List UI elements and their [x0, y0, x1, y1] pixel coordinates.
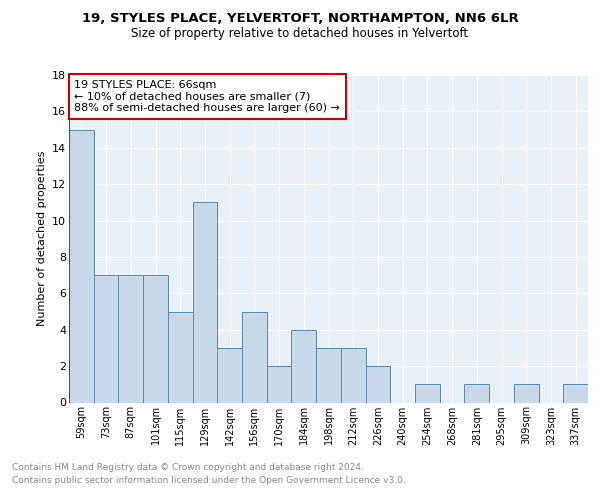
Bar — [292, 330, 316, 402]
Bar — [168, 312, 193, 402]
Bar — [267, 366, 292, 403]
Text: 19, STYLES PLACE, YELVERTOFT, NORTHAMPTON, NN6 6LR: 19, STYLES PLACE, YELVERTOFT, NORTHAMPTO… — [82, 12, 518, 26]
Bar — [316, 348, 341, 403]
Bar — [94, 275, 118, 402]
Bar — [415, 384, 440, 402]
Text: Contains public sector information licensed under the Open Government Licence v3: Contains public sector information licen… — [12, 476, 406, 485]
Bar — [365, 366, 390, 403]
Text: Size of property relative to detached houses in Yelvertoft: Size of property relative to detached ho… — [131, 28, 469, 40]
Bar — [217, 348, 242, 403]
Bar — [514, 384, 539, 402]
Bar — [143, 275, 168, 402]
Y-axis label: Number of detached properties: Number of detached properties — [37, 151, 47, 326]
Text: Contains HM Land Registry data © Crown copyright and database right 2024.: Contains HM Land Registry data © Crown c… — [12, 462, 364, 471]
Bar — [69, 130, 94, 402]
Bar — [341, 348, 365, 403]
Bar — [563, 384, 588, 402]
Bar — [242, 312, 267, 402]
Text: 19 STYLES PLACE: 66sqm
← 10% of detached houses are smaller (7)
88% of semi-deta: 19 STYLES PLACE: 66sqm ← 10% of detached… — [74, 80, 340, 113]
Bar — [193, 202, 217, 402]
Bar — [464, 384, 489, 402]
Bar — [118, 275, 143, 402]
